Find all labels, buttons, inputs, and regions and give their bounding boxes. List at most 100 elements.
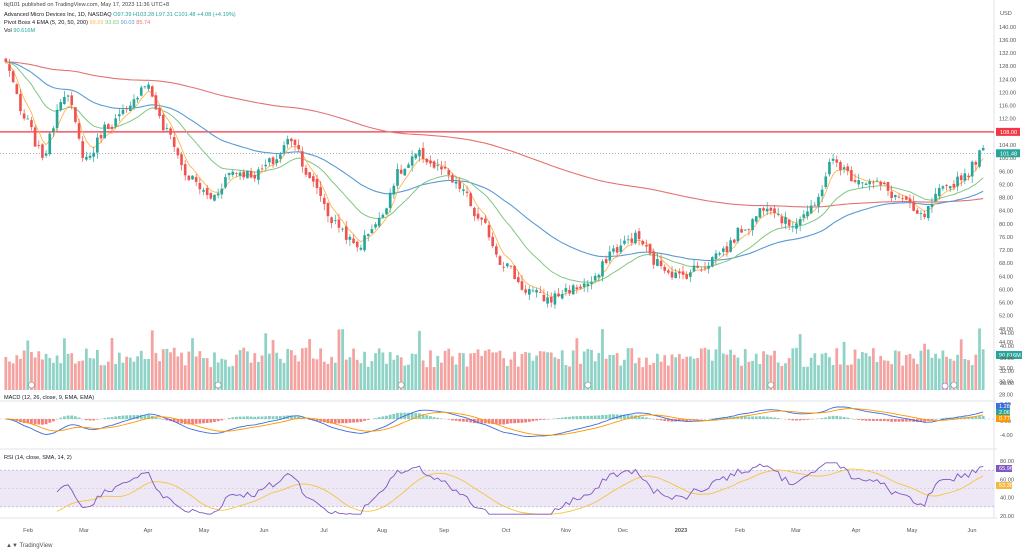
candle-body (246, 170, 249, 179)
candle-body (30, 120, 33, 128)
macd-histogram-bar (590, 415, 593, 419)
candle-body (674, 272, 678, 279)
volume-bar (710, 360, 714, 390)
price-axis-tick: 64.00 (999, 274, 1013, 280)
volume-bar (721, 353, 725, 390)
candle-body (926, 206, 930, 219)
candle-body (978, 150, 981, 167)
macd-histogram-bar (392, 413, 396, 419)
macd-histogram-bar (505, 419, 509, 424)
volume-bar (509, 359, 513, 390)
macd-histogram-bar (88, 419, 92, 421)
macd-histogram-bar (66, 415, 70, 419)
ribbon-legend[interactable]: Pivot Boss 4 EMA (5, 20, 50, 200) 99.69 … (4, 20, 150, 27)
volume-bar (688, 356, 692, 390)
volume-bar (879, 355, 883, 390)
volume-bar (410, 353, 414, 390)
candle-body (710, 257, 714, 267)
candle-body (959, 175, 963, 181)
volume-bar (11, 363, 15, 390)
candle-body (447, 170, 451, 175)
volume-bar (959, 339, 963, 390)
candle-body (937, 188, 941, 197)
volume-bar (55, 355, 59, 390)
macd-histogram-bar (341, 419, 344, 424)
macd-histogram-bar (319, 419, 323, 422)
macd-histogram-bar (564, 416, 568, 419)
price-axis-tick: 48.00 (999, 327, 1013, 333)
macd-histogram-bar (293, 415, 297, 419)
volume-bar (154, 352, 158, 390)
volume-bar (81, 360, 85, 390)
candle-body (366, 234, 370, 236)
candle-body (868, 181, 872, 185)
macd-histogram-bar (363, 419, 366, 421)
macd-histogram-bar (835, 415, 839, 419)
candle-body (59, 102, 63, 110)
candle-body (319, 187, 322, 196)
volume-bar (974, 354, 978, 390)
volume-bar (487, 349, 491, 390)
price-axis-tick: 96.00 (999, 169, 1013, 175)
candle-body (96, 137, 99, 153)
macd-histogram-bar (520, 419, 524, 423)
volume-bar (37, 351, 41, 390)
candle-body (469, 193, 473, 207)
volume-bar (945, 356, 948, 390)
volume-bar (220, 358, 224, 390)
symbol-legend[interactable]: Advanced Micro Devices Inc, 1D, NASDAQ O… (4, 12, 236, 19)
volume-bar (440, 362, 443, 390)
volume-bar (619, 365, 623, 390)
macd-histogram-bar (798, 419, 802, 421)
macd-histogram-bar (747, 416, 751, 419)
volume-bar (941, 350, 945, 390)
macd-histogram-bar (582, 415, 586, 419)
volume-bar (538, 351, 542, 390)
candle-body (121, 109, 125, 114)
x-axis-label: Jun (967, 528, 976, 534)
macd-histogram-bar (333, 419, 337, 424)
volume-legend[interactable]: Vol 90.616M (4, 28, 35, 35)
volume-bar (535, 355, 538, 390)
volume-bar (183, 365, 187, 390)
candle-body (641, 240, 645, 245)
volume-label-bg (996, 351, 1022, 359)
volume-bar (871, 348, 875, 390)
volume-bar (553, 357, 557, 390)
macd-histogram-bar (615, 414, 619, 419)
price-axis-tick: 44.00 (999, 340, 1013, 346)
candle-body (495, 246, 498, 255)
volume-bar (396, 355, 399, 390)
volume-bar (202, 358, 205, 390)
macd-histogram-bar (930, 419, 934, 421)
vol-value: 90.616M (13, 28, 36, 34)
event-marker (397, 381, 405, 389)
volume-bar (590, 349, 593, 390)
candle-body (169, 128, 172, 135)
candle-body (454, 181, 458, 184)
macd-histogram-bar (59, 417, 63, 419)
candle-body (359, 247, 363, 250)
macd-histogram-bar (795, 419, 798, 421)
candle-body (678, 271, 681, 274)
macd-histogram-bar (663, 419, 667, 421)
macd-histogram-bar (202, 419, 205, 424)
macd-histogram-bar (447, 419, 451, 420)
candle-body (601, 261, 604, 277)
macd-histogram-bar (915, 419, 919, 422)
candle-body (765, 208, 769, 212)
macd-histogram-bar (824, 417, 828, 419)
macd-histogram-bar (348, 419, 352, 423)
volume-bar (670, 354, 674, 390)
macd-histogram-bar (26, 419, 30, 424)
candle-body (260, 168, 264, 170)
candle-body (26, 118, 30, 120)
volume-bar (330, 356, 334, 390)
candle-body (630, 238, 634, 243)
candle-body (553, 293, 557, 305)
candle-body (948, 186, 952, 189)
candle-body (586, 283, 590, 286)
candle-body (429, 160, 432, 164)
candle-body (883, 182, 886, 185)
